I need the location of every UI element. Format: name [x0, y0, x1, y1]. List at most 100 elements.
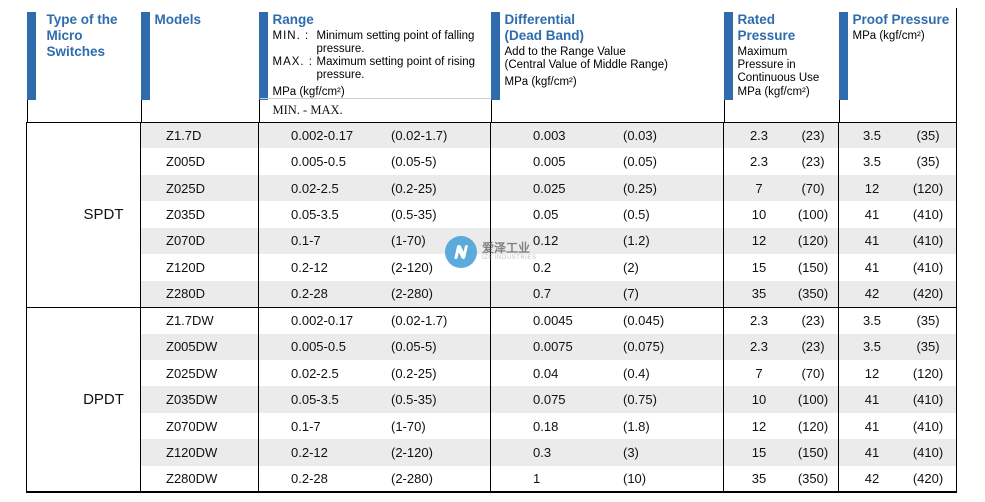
- col-header-rated-pressure: Rated Pressure Maximum Pressure in Conti…: [723, 8, 839, 123]
- range-mpa-value: 0.05-3.5: [291, 392, 339, 408]
- proof-kgf-value: (410): [912, 259, 944, 275]
- proof-kgf-value: (410): [912, 233, 944, 249]
- table-row: Z070DW 0.1-7 (1-70) 0.18 (1.8) 12 (120) 41 (410): [27, 412, 957, 440]
- range-kgf-value: (0.2-25): [391, 365, 437, 381]
- col-header-range: Range MIN. : Minimum setting point of fa…: [258, 8, 491, 123]
- range-cell: 0.1-7 (1-70): [258, 227, 491, 255]
- proof-kgf-value: (35): [916, 313, 940, 329]
- range-def-min: MIN. : Minimum setting point of falling …: [273, 30, 485, 56]
- table-row: Z280DW 0.2-28 (2-280) 1 (10) 35 (350) 42 (420): [27, 465, 957, 493]
- range-cell: 0.005-0.5 (0.05-5): [258, 333, 491, 360]
- range-cell: 0.002-0.17 (0.02-1.7): [258, 122, 491, 149]
- differential-header-subtitle: (Dead Band): [504, 28, 585, 43]
- range-cell: 0.002-0.17 (0.02-1.7): [258, 306, 491, 334]
- diff-kgf-value: (0.05): [623, 154, 657, 170]
- model-cell: Z035DW: [140, 386, 259, 413]
- rated-cell: 7 (70): [723, 174, 839, 202]
- rated-cell: 10 (100): [723, 201, 839, 228]
- proof-kgf-value: (410): [912, 392, 944, 408]
- diff-kgf-value: (0.25): [623, 180, 657, 196]
- rated-kgf-value: (350): [797, 470, 829, 486]
- range-kgf-value: (0.5-35): [391, 392, 437, 408]
- proof-kgf-value: (410): [912, 418, 944, 434]
- table-row: Z035DW 0.05-3.5 (0.5-35) 0.075 (0.75) 10 (100)…: [27, 386, 957, 413]
- table-row: Z005D 0.005-0.5 (0.05-5) 0.005 (0.05) 2.3 (23)…: [27, 148, 957, 175]
- proof-kgf-value: (35): [916, 127, 940, 143]
- rated-cell: 7 (70): [723, 359, 839, 387]
- range-mpa-value: 0.2-28: [291, 286, 328, 302]
- rated-kgf-value: (150): [797, 259, 829, 275]
- diff-mpa-value: 0.075: [533, 392, 566, 408]
- proof-cell: 12 (120): [838, 359, 957, 387]
- rated-mpa-value: 10: [751, 392, 767, 408]
- model-cell: Z280D: [140, 280, 259, 308]
- range-mpa-value: 0.1-7: [291, 233, 321, 249]
- rated-kgf-value: (23): [801, 154, 825, 170]
- range-mpa-value: 0.05-3.5: [291, 207, 339, 223]
- diff-mpa-value: 1: [533, 470, 541, 486]
- table-row: DPDT Z1.7DW 0.002-0.17 (0.02-1.7) 0.0045 (0.0…: [26, 306, 957, 493]
- proof-mpa-value: 41: [864, 233, 880, 249]
- diff-mpa-value: 0.005: [533, 154, 566, 170]
- col-header-models: Models: [140, 8, 259, 123]
- rated-cell: 12 (120): [723, 412, 839, 440]
- range-def-min-label: MIN. :: [272, 30, 310, 42]
- proof-mpa-value: 3.5: [862, 154, 882, 170]
- proof-kgf-value: (35): [916, 339, 940, 355]
- rated-mpa-value: 2.3: [749, 154, 769, 170]
- range-mpa-value: 0.2-28: [291, 470, 328, 486]
- differential-desc-2: (Central Value of Middle Range): [504, 59, 668, 71]
- diff-cell: 0.025 (0.25): [490, 174, 724, 202]
- diff-cell: 0.12 (1.2): [490, 227, 724, 255]
- diff-cell: 0.05 (0.5): [490, 201, 724, 228]
- rated-cell: 2.3 (23): [723, 122, 839, 149]
- rated-kgf-value: (350): [797, 286, 829, 302]
- diff-mpa-value: 0.18: [533, 418, 559, 434]
- range-cell: 0.2-28 (2-280): [258, 465, 491, 493]
- range-cell: 0.05-3.5 (0.5-35): [258, 386, 491, 413]
- proof-kgf-value: (420): [912, 470, 944, 486]
- diff-cell: 0.2 (2): [490, 254, 724, 281]
- range-kgf-value: (0.05-5): [391, 154, 437, 170]
- rated-kgf-value: (70): [801, 180, 825, 196]
- rated-kgf-value: (150): [797, 444, 829, 460]
- model-cell: Z005D: [140, 148, 259, 175]
- range-mpa-value: 0.005-0.5: [291, 154, 346, 170]
- range-kgf-value: (1-70): [391, 418, 426, 434]
- diff-mpa-value: 0.7: [533, 286, 552, 302]
- diff-kgf-value: (0.075): [623, 339, 665, 355]
- model-cell: Z025D: [140, 174, 259, 202]
- range-kgf-value: (2-280): [391, 286, 433, 302]
- proof-cell: 42 (420): [838, 465, 957, 493]
- rated-cell: 35 (350): [723, 280, 839, 308]
- rated-cell: 15 (150): [723, 254, 839, 281]
- model-cell: Z070D: [140, 227, 259, 255]
- rated-cell: 12 (120): [723, 227, 839, 255]
- col-header-differential: Differential (Dead Band) Add to the Rang…: [490, 8, 724, 123]
- range-mpa-value: 0.02-2.5: [291, 365, 339, 381]
- range-cell: 0.2-12 (2-120): [258, 254, 491, 281]
- rated-mpa-value: 12: [751, 418, 767, 434]
- proof-kgf-value: (410): [912, 444, 944, 460]
- diff-cell: 0.04 (0.4): [490, 359, 724, 387]
- rated-cell: 10 (100): [723, 386, 839, 413]
- diff-cell: 0.7 (7): [490, 280, 724, 308]
- diff-mpa-value: 0.0075: [533, 339, 573, 355]
- diff-kgf-value: (1.2): [623, 233, 650, 249]
- rated-kgf-value: (23): [801, 339, 825, 355]
- rated-kgf-value: (100): [797, 207, 829, 223]
- proof-mpa-value: 41: [864, 444, 880, 460]
- range-kgf-value: (0.02-1.7): [391, 313, 448, 329]
- range-kgf-value: (0.05-5): [391, 339, 437, 355]
- diff-mpa-value: 0.04: [533, 365, 559, 381]
- diff-cell: 0.003 (0.03): [490, 122, 724, 149]
- diff-kgf-value: (10): [623, 470, 647, 486]
- range-def-max: MAX. : Maximum setting point of rising p…: [273, 56, 485, 82]
- proof-cell: 12 (120): [838, 174, 957, 202]
- diff-kgf-value: (2): [623, 259, 639, 275]
- rated-header-title: Rated Pressure: [737, 12, 796, 43]
- rated-mpa-value: 2.3: [749, 127, 769, 143]
- diff-cell: 0.0045 (0.045): [490, 306, 724, 334]
- rated-kgf-value: (70): [801, 365, 825, 381]
- proof-cell: 3.5 (35): [838, 122, 957, 149]
